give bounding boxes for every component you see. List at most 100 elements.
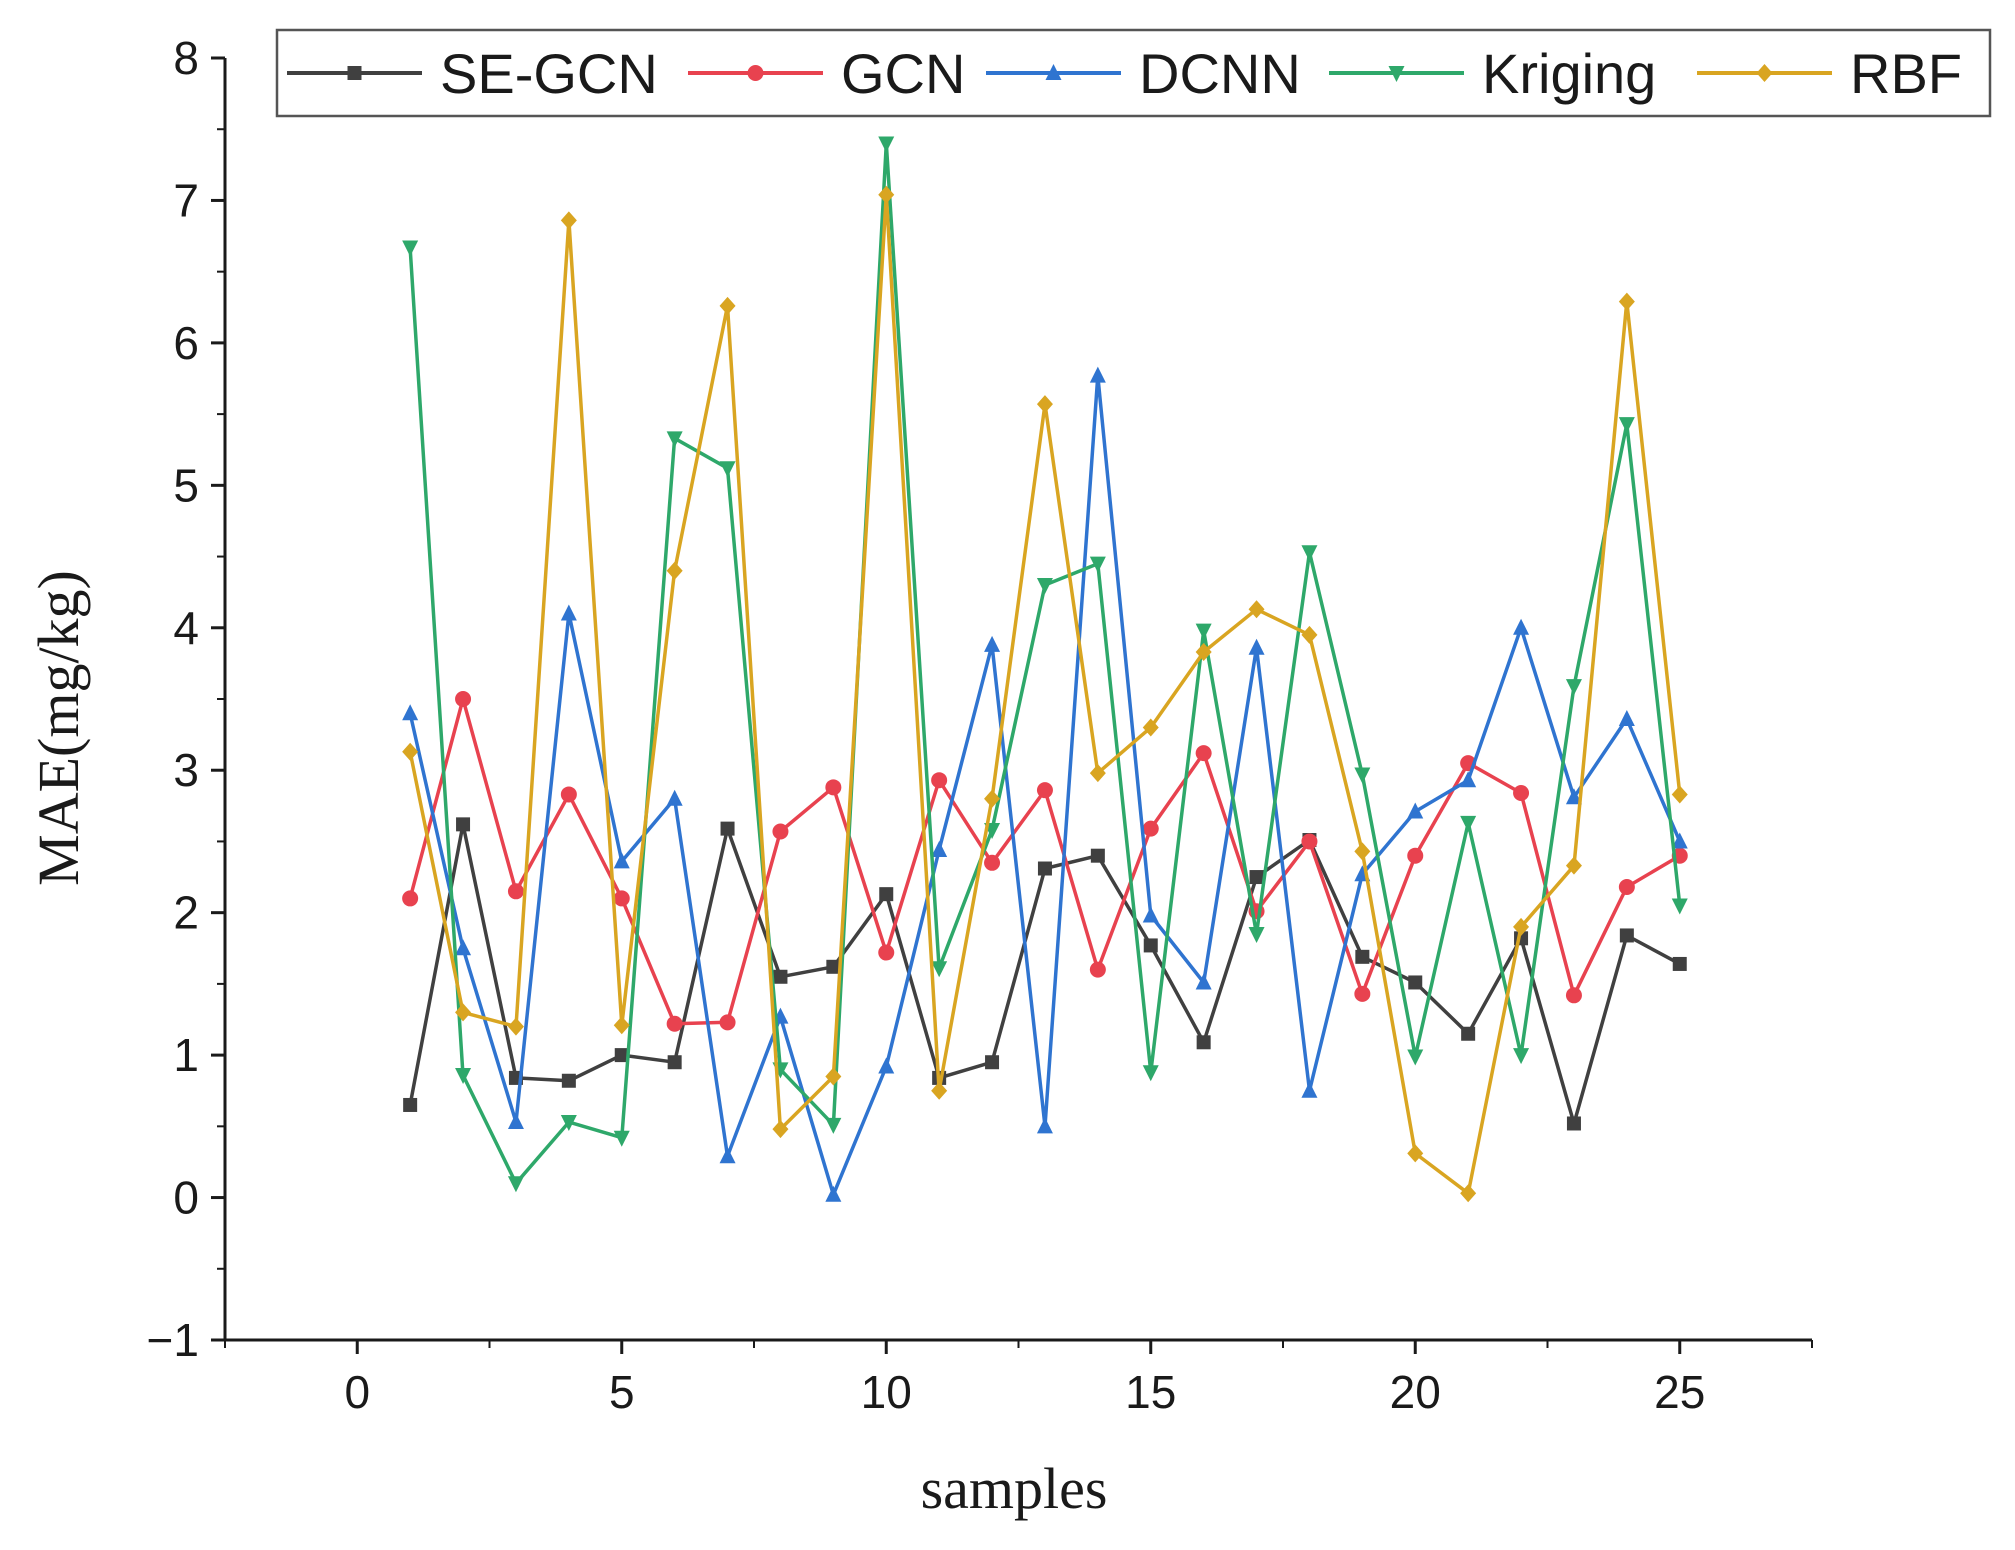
data-point (561, 1073, 576, 1088)
data-point (1460, 815, 1477, 832)
legend-marker (347, 66, 362, 80)
data-point (560, 1115, 577, 1132)
data-point (931, 1081, 948, 1100)
data-point (560, 786, 577, 803)
data-point (666, 561, 683, 580)
data-point (985, 1055, 1000, 1070)
data-point (1196, 1035, 1211, 1050)
data-point (1089, 556, 1106, 573)
data-point (666, 1015, 683, 1032)
y-tick-label: 5 (173, 459, 199, 511)
data-point (1460, 771, 1477, 788)
data-point (1089, 366, 1106, 383)
data-point (931, 840, 948, 857)
data-point (666, 789, 683, 806)
data-point (1037, 861, 1052, 876)
series-dcnn (402, 366, 1688, 1202)
data-point (1354, 767, 1371, 784)
legend-entry: GCN (688, 42, 965, 105)
legend-entry: Kriging (1329, 42, 1656, 105)
x-axis-title: samples (921, 1456, 1108, 1521)
data-point (1355, 949, 1370, 964)
series (402, 136, 1688, 1203)
data-point (507, 1176, 524, 1193)
data-point (1143, 938, 1158, 953)
y-tick-label: 0 (173, 1172, 199, 1224)
data-point (878, 185, 895, 204)
data-point (720, 821, 735, 836)
data-point (1195, 973, 1212, 990)
data-point (613, 1016, 630, 1035)
data-point (614, 1048, 629, 1063)
data-point (1142, 1065, 1159, 1082)
data-point (1142, 820, 1159, 837)
y-tick-label: 1 (173, 1029, 199, 1081)
series-gcn (402, 691, 1688, 1032)
data-point (1618, 417, 1635, 434)
data-point (1301, 545, 1318, 562)
data-point (719, 461, 736, 478)
data-point (1565, 987, 1582, 1004)
x-tick-label: 10 (861, 1366, 912, 1418)
data-point (825, 1117, 842, 1134)
data-point (719, 296, 736, 315)
series-line (408, 141, 1682, 1186)
data-point (1195, 745, 1212, 762)
ticks: −1 0 1 2 3 4 5 6 7 8 0 5 10 15 20 25 (147, 32, 1813, 1418)
data-point (1407, 1049, 1424, 1066)
y-tick-label: 8 (173, 32, 199, 84)
data-point (455, 1003, 472, 1022)
data-point (456, 817, 471, 832)
data-point (1618, 879, 1635, 896)
data-point (984, 789, 1001, 808)
data-point (1408, 975, 1423, 990)
data-point (402, 890, 419, 907)
data-point (613, 1130, 630, 1147)
data-point (1195, 623, 1212, 640)
data-point (507, 1113, 524, 1130)
data-point (1089, 961, 1106, 978)
data-point (1301, 1081, 1318, 1098)
data-point (455, 939, 472, 956)
data-point (1248, 927, 1265, 944)
data-point (931, 772, 948, 789)
data-point (1461, 1026, 1476, 1041)
data-point (1671, 785, 1688, 804)
data-point (402, 742, 419, 761)
y-tick-label: 4 (173, 602, 199, 654)
data-point (1513, 785, 1530, 802)
y-tick-label: 2 (173, 887, 199, 939)
data-point (1089, 764, 1106, 783)
data-point (1565, 679, 1582, 696)
y-tick-label: 7 (173, 174, 199, 226)
x-tick-label: 15 (1125, 1366, 1176, 1418)
data-point (1407, 1144, 1424, 1163)
data-point (1407, 847, 1424, 864)
legend-label: RBF (1850, 42, 1962, 105)
data-point (1142, 718, 1159, 737)
y-tick-label: 6 (173, 317, 199, 369)
legend-label: GCN (841, 42, 965, 105)
data-point (1090, 848, 1105, 863)
data-point (1513, 1048, 1530, 1065)
data-point (1566, 1116, 1581, 1131)
x-tick-label: 25 (1654, 1366, 1705, 1418)
data-point (402, 704, 419, 721)
series-line (408, 192, 1682, 1196)
data-point (1036, 782, 1053, 799)
data-point (1671, 898, 1688, 915)
data-point (560, 211, 577, 230)
data-point (984, 635, 1001, 652)
data-point (719, 1147, 736, 1164)
series-line (408, 697, 1681, 1026)
data-point (1249, 870, 1264, 885)
legend-entry: DCNN (986, 42, 1301, 105)
legend: SE-GCN GCN DCNN Kriging RBF (275, 28, 1992, 118)
data-point (667, 1055, 682, 1070)
data-point (1036, 578, 1053, 595)
data-point (1142, 906, 1159, 923)
series-rbf (402, 185, 1688, 1203)
data-point (825, 1067, 842, 1086)
